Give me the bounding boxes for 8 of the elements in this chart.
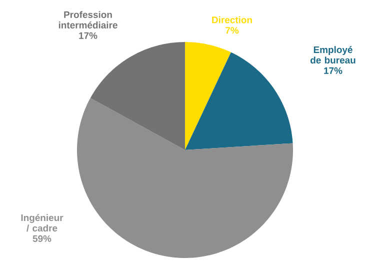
- slice-label: Employé de bureau: [310, 46, 356, 64]
- slice-label: Profession intermédiaire: [58, 11, 118, 28]
- data-label: 7%: [226, 27, 239, 34]
- slice-label: Ingénieur / cadre: [21, 214, 64, 232]
- slice-label: Direction: [212, 16, 252, 24]
- data-label: 59%: [32, 235, 52, 242]
- data-label: 17%: [79, 32, 98, 39]
- data-label: 17%: [324, 67, 342, 74]
